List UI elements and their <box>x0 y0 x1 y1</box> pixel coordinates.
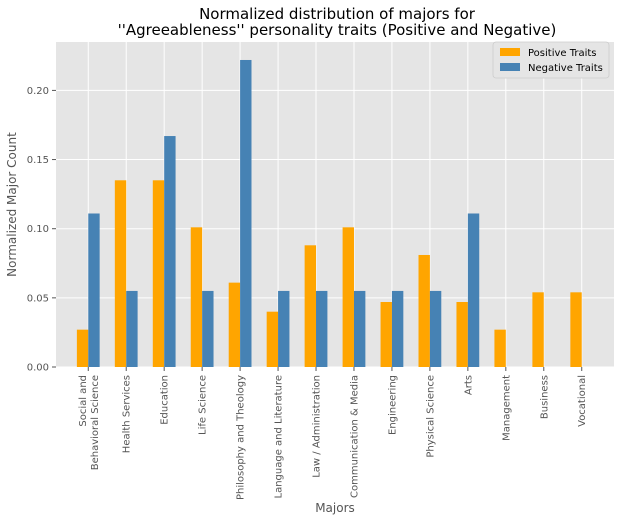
bar-positive <box>532 292 544 367</box>
x-tick-label: Arts <box>463 375 474 395</box>
x-axis-label: Majors <box>315 501 355 515</box>
x-tick-label-line: Business <box>539 375 550 419</box>
x-tick-label: Law / Administration <box>312 375 323 478</box>
legend-swatch <box>500 63 520 71</box>
chart-title-line-2: ''Agreeableness'' personality traits (Po… <box>118 21 557 39</box>
bar-positive <box>494 329 506 367</box>
bar-negative <box>202 290 214 367</box>
x-tick-label-line: Health Services <box>122 375 133 453</box>
x-tick-label: Business <box>539 375 550 419</box>
legend-swatch <box>500 48 520 56</box>
x-tick-label-line: Engineering <box>387 375 398 435</box>
bar-positive <box>456 302 468 367</box>
x-tick-label-line: Law / Administration <box>312 375 323 478</box>
bar-negative <box>88 213 100 367</box>
legend-box <box>492 41 610 79</box>
x-tick-label: Communication & Media <box>349 375 360 498</box>
bar-positive <box>228 282 241 367</box>
y-tick-label: 0.15 <box>27 155 49 166</box>
x-tick-label-line: Vocational <box>577 375 588 427</box>
x-tick-label: Language and Literature <box>274 375 285 499</box>
y-tick-label: 0.00 <box>27 363 49 374</box>
bar-negative <box>429 290 442 367</box>
bar-positive <box>304 245 317 367</box>
x-tick-label-line: Communication & Media <box>349 375 360 498</box>
legend-label: Negative Traits <box>528 63 603 74</box>
x-tick-label: Philosophy and Theology <box>236 375 247 500</box>
bar-positive <box>266 311 279 367</box>
bar-positive <box>342 227 354 367</box>
legend-label: Positive Traits <box>528 48 597 59</box>
x-axis-ticks: Social andBehavioral Science Health Servi… <box>78 367 588 500</box>
y-tick-label: 0.20 <box>27 86 49 97</box>
x-tick-label-line: Physical Science <box>425 375 436 458</box>
bar-negative <box>353 290 366 367</box>
chart-title-group: Normalized distribution of majors for ''… <box>118 5 557 39</box>
x-tick-label: Health Services <box>122 375 133 453</box>
plot-area <box>56 42 614 367</box>
bars <box>76 59 582 367</box>
bar-positive <box>190 227 203 367</box>
bar-positive <box>418 254 430 367</box>
x-tick-label-line: Education <box>160 375 171 425</box>
bar-negative <box>316 290 328 367</box>
x-tick-label: Physical Science <box>425 375 436 458</box>
bar-positive <box>152 180 165 367</box>
legend: Positive Traits Negative Traits <box>492 41 610 79</box>
bar-negative <box>164 136 176 367</box>
x-tick-label-line: Social and <box>78 375 89 427</box>
bar-negative <box>278 290 290 367</box>
x-tick-label: Engineering <box>387 375 398 435</box>
x-tick-label: Social andBehavioral Science <box>78 375 101 470</box>
x-tick-label-line: Behavioral Science <box>90 375 101 470</box>
bar-negative <box>391 290 404 367</box>
bar-positive <box>114 180 127 367</box>
x-tick-label-line: Life Science <box>198 375 209 435</box>
x-tick-label: Life Science <box>198 375 209 435</box>
y-axis-label: Normalized Major Count <box>5 132 19 277</box>
y-axis-ticks: 0.00 0.05 0.10 0.15 0.20 <box>27 86 56 374</box>
x-tick-label-line: Language and Literature <box>274 375 285 499</box>
x-tick-label-line: Management <box>501 375 512 441</box>
y-tick-label: 0.10 <box>27 224 49 235</box>
bar-positive <box>76 329 89 367</box>
x-tick-label-line: Arts <box>463 375 474 395</box>
x-tick-label: Education <box>160 375 171 425</box>
y-tick-label: 0.05 <box>27 293 49 304</box>
bar-negative <box>126 290 138 367</box>
chart-title-line-1: Normalized distribution of majors for <box>199 5 476 23</box>
x-tick-label: Vocational <box>577 375 588 427</box>
x-tick-label-line: Philosophy and Theology <box>236 375 247 500</box>
x-tick-label: Management <box>501 375 512 441</box>
bar-negative <box>467 213 480 367</box>
bar-positive <box>380 302 392 367</box>
bar-positive <box>570 292 582 367</box>
bar-negative <box>240 59 252 367</box>
